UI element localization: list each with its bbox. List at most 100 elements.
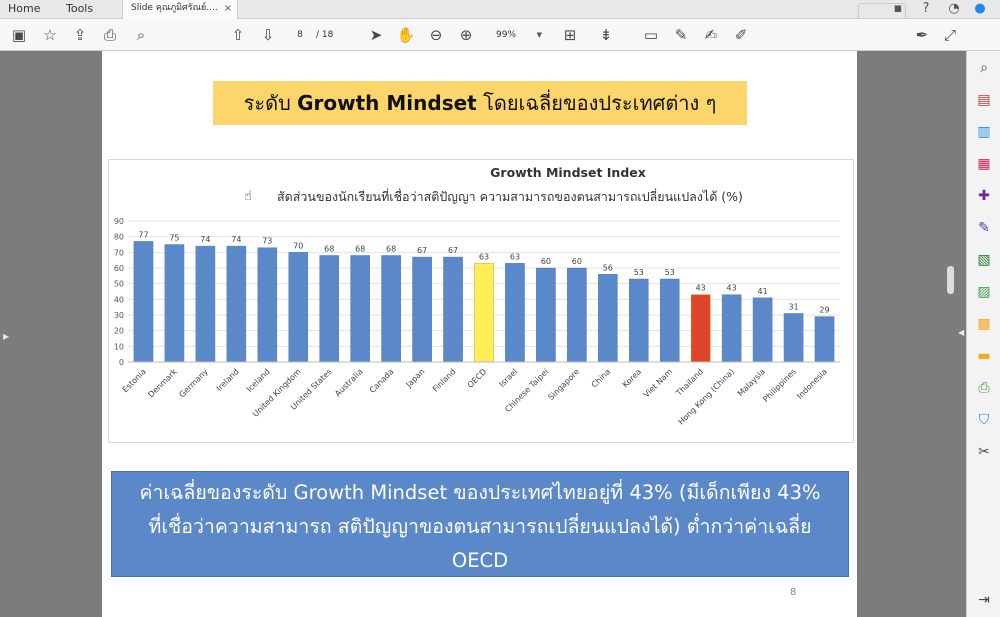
x-tick-label: Israel (498, 367, 520, 389)
protect-shield-icon[interactable]: ⛉ (978, 412, 990, 428)
bar-united-kingdom (288, 252, 309, 363)
zoom-level-select[interactable]: 99% ▼ (488, 27, 546, 43)
right-panel-toggle-icon[interactable]: ◀ (958, 328, 965, 337)
page-number-input[interactable]: 8 (297, 30, 303, 40)
bar-iceland (257, 247, 278, 363)
select-cursor-icon[interactable]: ➤ (369, 26, 383, 44)
export-pdf-icon[interactable]: ▥ (977, 124, 991, 140)
x-tick-label: Hong Kong (China) (677, 367, 736, 426)
page-down-icon[interactable]: ⇩ (261, 26, 275, 44)
y-tick-label: 0 (119, 358, 124, 367)
summary-line-2: ที่เชื่อว่าความสามารถ สติปัญญาของตนสามาร… (148, 515, 812, 572)
highlight-pen-icon[interactable]: ✎ (674, 26, 688, 44)
notifications-icon[interactable]: ◔ (948, 1, 960, 16)
zoom-in-icon[interactable]: ⊕ (459, 26, 473, 44)
x-tick-label: China (590, 367, 613, 390)
hand-cursor-icon: ☝ (244, 189, 252, 204)
bar-estonia (133, 241, 154, 363)
tab-document[interactable]: Slide คุณภูมิศรัณย์.... × (122, 0, 238, 19)
comment-tool-icon[interactable]: ✚ (978, 188, 990, 204)
data-label: 68 (324, 244, 334, 253)
fill-sign-icon[interactable]: ✒ (915, 26, 929, 44)
data-label: 43 (727, 284, 737, 293)
fill-sign-tool-icon[interactable]: ✎ (978, 220, 990, 236)
data-label: 41 (758, 287, 768, 296)
sticky-note-icon[interactable]: ▬ (977, 348, 991, 364)
hand-tool-icon[interactable]: ✋ (396, 26, 416, 44)
data-label: 73 (262, 237, 272, 246)
account-icon[interactable]: ● (974, 1, 986, 16)
vertical-scrollbar-thumb[interactable] (947, 266, 954, 294)
fit-page-icon[interactable]: ⊞ (563, 26, 577, 44)
tab-tools[interactable]: Tools (66, 2, 94, 15)
comment-bubble-icon[interactable]: ▪ (893, 1, 903, 16)
organize-pages-icon[interactable]: ▨ (977, 284, 991, 300)
bar-germany (195, 245, 216, 363)
data-label: 74 (200, 235, 210, 244)
data-label: 63 (510, 252, 520, 261)
tab-home[interactable]: Home (8, 2, 41, 15)
tab-bar: Home Tools Slide คุณภูมิศรัณย์.... × ▪ ?… (0, 0, 1000, 19)
bar-korea (628, 278, 649, 363)
save-icon[interactable]: ▣ (11, 26, 27, 44)
bar-japan (412, 256, 432, 363)
chart-title: Growth Mindset Index (490, 165, 646, 180)
draw-pen-icon[interactable]: ✍ (704, 26, 718, 44)
x-tick-label: Malaysia (736, 367, 767, 398)
pdf-page: ระดับ Growth Mindset โดยเฉลี่ยของประเทศต… (102, 51, 857, 617)
data-label: 29 (819, 306, 829, 315)
bar-philippines (783, 313, 804, 363)
collapse-panel-icon[interactable]: ⇥ (978, 592, 990, 608)
bar-australia (350, 255, 370, 363)
sign-icon[interactable]: ✐ (734, 26, 748, 44)
data-label: 56 (603, 263, 613, 272)
page-total-label: / 18 (316, 30, 334, 40)
create-pdf-icon[interactable]: ▤ (977, 92, 991, 108)
right-tools-panel: ⌕ ▤ ▥ ▦ ✚ ✎ ▧ ▨ ▩ ▬ ⎙ ⛉ ✂ ⇥ (966, 51, 1000, 617)
data-label: 68 (386, 244, 396, 253)
send-comments-icon[interactable]: ▩ (977, 316, 991, 332)
bar-ireland (226, 245, 247, 363)
more-tools-icon[interactable]: ✂ (978, 444, 990, 460)
search-icon[interactable]: ⌕ (980, 60, 988, 76)
x-tick-label: Estonia (121, 367, 148, 394)
left-panel-toggle-icon[interactable]: ▶ (3, 332, 10, 341)
x-tick-label: Philippines (761, 367, 798, 404)
upload-cloud-icon[interactable]: ⇪ (73, 26, 87, 44)
x-tick-label: Australia (333, 367, 364, 398)
bookmark-star-icon[interactable]: ☆ (43, 26, 57, 44)
zoom-out-icon[interactable]: ⊖ (429, 26, 443, 44)
data-label: 67 (448, 246, 458, 255)
x-tick-label: Viet Nam (642, 367, 675, 400)
summary-text-box: ค่าเฉลี่ยของระดับ Growth Mindset ของประเ… (111, 471, 849, 606)
edit-pdf-icon[interactable]: ▦ (977, 156, 991, 172)
bar-singapore (567, 267, 587, 363)
combine-files-icon[interactable]: ▧ (977, 252, 991, 268)
print-icon[interactable]: ⎙ (103, 26, 116, 44)
bar-hong-kong-china- (721, 294, 742, 363)
comment-icon[interactable]: ▭ (643, 26, 659, 44)
expand-icon[interactable]: ⤢ (943, 26, 956, 44)
chart-subtitle: สัดส่วนของนักเรียนที่เชื่อว่าสติปัญญา คว… (277, 189, 743, 204)
scroll-mode-icon[interactable]: ⇟ (599, 26, 613, 44)
page-number: 8 (790, 587, 797, 598)
bar-united-states (319, 255, 340, 363)
x-tick-label: Thailand (674, 367, 705, 398)
bar-indonesia (814, 316, 835, 363)
chevron-down-icon: ▼ (536, 31, 542, 39)
data-label: 53 (665, 268, 675, 277)
data-label: 75 (169, 234, 179, 243)
print-production-icon[interactable]: ⎙ (978, 380, 990, 396)
zoom-search-icon[interactable]: ⌕ (136, 26, 146, 44)
x-tick-label: Denmark (146, 367, 179, 400)
tab-close-button[interactable]: × (223, 3, 232, 14)
page-up-icon[interactable]: ⇧ (231, 26, 245, 44)
x-tick-label: Korea (621, 367, 643, 389)
bar-finland (443, 256, 463, 363)
slide-title-bold: Growth Mindset (297, 91, 477, 115)
data-label: 31 (788, 302, 798, 311)
help-icon[interactable]: ? (922, 1, 930, 16)
x-tick-label: Canada (368, 367, 396, 395)
y-tick-label: 60 (114, 264, 124, 273)
bar-viet-nam (659, 278, 680, 363)
